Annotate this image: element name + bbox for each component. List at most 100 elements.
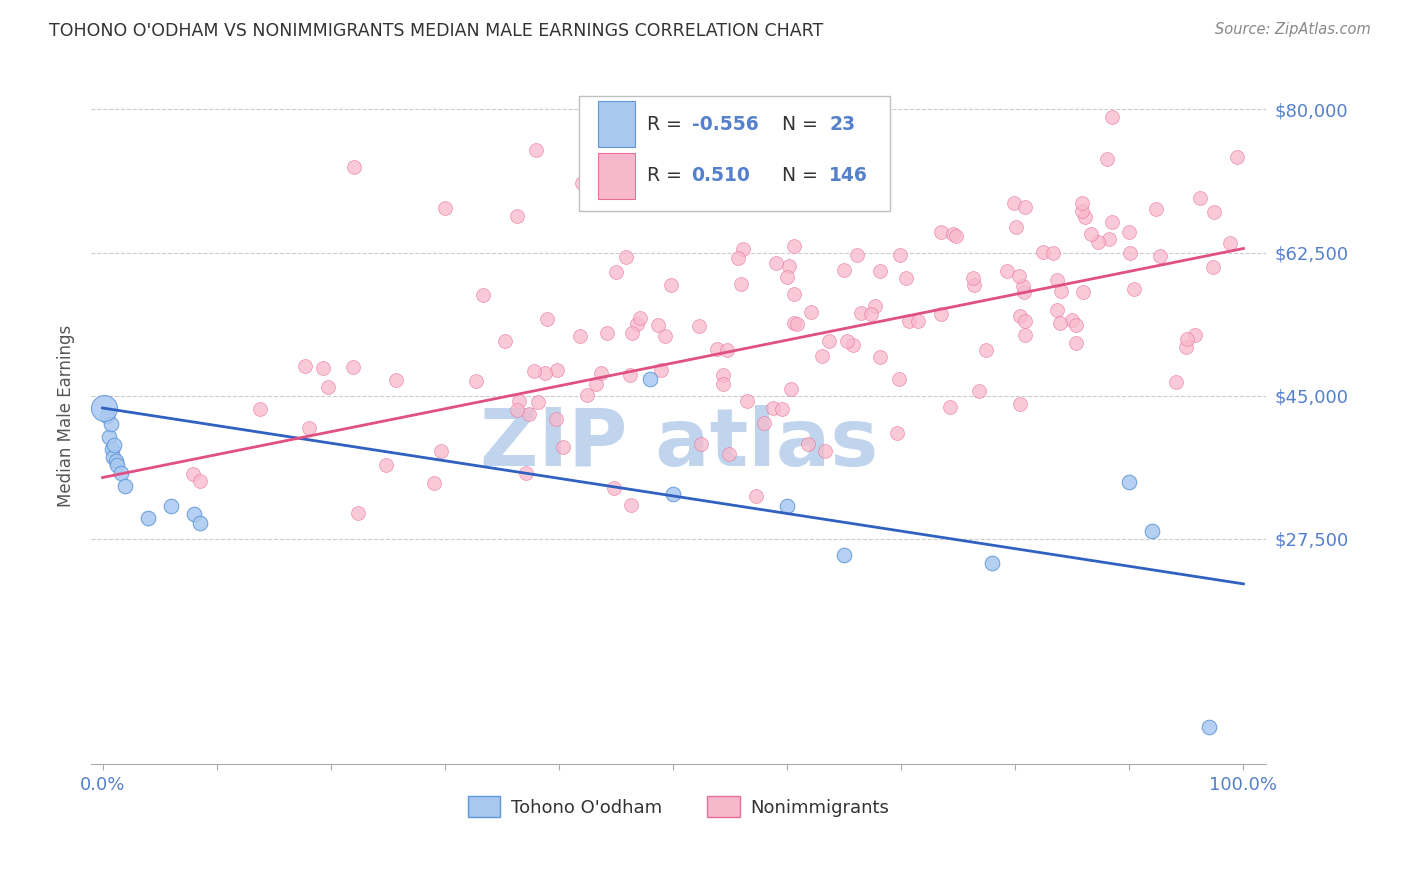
Point xyxy=(508,394,530,409)
Point xyxy=(100,442,122,456)
Point xyxy=(105,454,128,468)
Point xyxy=(662,487,685,501)
Point xyxy=(1064,318,1087,333)
Point xyxy=(776,499,799,513)
Point xyxy=(602,481,624,495)
Point xyxy=(100,417,122,432)
Point xyxy=(294,359,316,373)
Point xyxy=(1071,285,1094,300)
Point xyxy=(1049,284,1071,298)
Point xyxy=(1118,225,1140,239)
Point xyxy=(945,228,967,243)
Point xyxy=(614,250,637,264)
Point xyxy=(1008,397,1031,411)
Point xyxy=(1164,375,1187,389)
Point xyxy=(1201,260,1223,275)
Point xyxy=(1098,232,1121,246)
Point xyxy=(1087,235,1109,250)
Point xyxy=(160,499,183,513)
Point xyxy=(776,270,799,285)
Point xyxy=(346,506,368,520)
Point xyxy=(1122,282,1144,296)
Point xyxy=(688,318,710,333)
Point xyxy=(962,271,984,285)
Point xyxy=(515,466,537,480)
Y-axis label: Median Male Earnings: Median Male Earnings xyxy=(58,325,75,508)
Point xyxy=(974,343,997,357)
Point xyxy=(842,338,865,352)
Point xyxy=(472,288,495,302)
Point xyxy=(1175,340,1198,354)
Point xyxy=(761,401,783,415)
Text: R =: R = xyxy=(647,114,688,134)
Point xyxy=(711,377,734,392)
Point xyxy=(433,201,456,215)
Point xyxy=(375,458,398,473)
Point xyxy=(770,401,793,416)
Point xyxy=(814,444,837,458)
Point xyxy=(1014,200,1036,214)
Point xyxy=(1008,269,1031,284)
Point xyxy=(778,260,800,274)
Point xyxy=(735,394,758,409)
Point xyxy=(1101,110,1123,124)
Point xyxy=(188,474,211,488)
Point xyxy=(837,334,859,349)
Point xyxy=(576,388,599,402)
Point xyxy=(898,314,921,328)
Text: Source: ZipAtlas.com: Source: ZipAtlas.com xyxy=(1215,22,1371,37)
Point xyxy=(494,334,516,348)
Point xyxy=(620,499,643,513)
Point xyxy=(1010,309,1032,323)
Point xyxy=(817,334,839,348)
Text: N =: N = xyxy=(770,114,824,134)
Point xyxy=(1189,191,1212,205)
Point xyxy=(298,421,321,435)
Point xyxy=(1219,235,1241,250)
Point xyxy=(96,409,118,424)
Point xyxy=(690,436,713,450)
Point xyxy=(860,307,883,321)
Point xyxy=(1095,152,1118,166)
Point xyxy=(595,326,617,340)
Point xyxy=(519,407,541,421)
Point xyxy=(1118,475,1140,489)
Legend: Tohono O'odham, Nonimmigrants: Tohono O'odham, Nonimmigrants xyxy=(461,789,897,824)
Point xyxy=(981,557,1004,571)
Point xyxy=(342,360,364,375)
Point xyxy=(1071,203,1094,218)
Point xyxy=(797,436,820,450)
Point xyxy=(942,227,965,242)
Point xyxy=(103,438,125,452)
Point xyxy=(706,342,728,356)
Point xyxy=(589,367,612,381)
Point xyxy=(93,401,115,415)
Point xyxy=(312,361,335,376)
Point xyxy=(534,366,557,380)
Point xyxy=(505,209,527,223)
Text: R =: R = xyxy=(647,166,688,186)
Point xyxy=(727,251,749,265)
Point xyxy=(105,458,128,473)
Text: -0.556: -0.556 xyxy=(692,114,758,134)
Point xyxy=(733,242,755,256)
FancyBboxPatch shape xyxy=(579,96,890,211)
Point xyxy=(887,372,910,386)
Point xyxy=(523,364,546,378)
Point xyxy=(568,328,591,343)
Point xyxy=(969,384,991,398)
Point xyxy=(524,144,547,158)
Point xyxy=(638,372,661,386)
Point xyxy=(711,368,734,382)
Point xyxy=(1101,215,1123,229)
Point xyxy=(605,265,627,279)
Text: 23: 23 xyxy=(830,114,855,134)
Point xyxy=(752,416,775,430)
Point xyxy=(1080,227,1102,241)
Point xyxy=(799,156,821,170)
Point xyxy=(1119,246,1142,260)
Point xyxy=(716,343,738,357)
Point xyxy=(1014,327,1036,342)
Text: ZIP atlas: ZIP atlas xyxy=(479,405,877,483)
Point xyxy=(1140,524,1163,538)
